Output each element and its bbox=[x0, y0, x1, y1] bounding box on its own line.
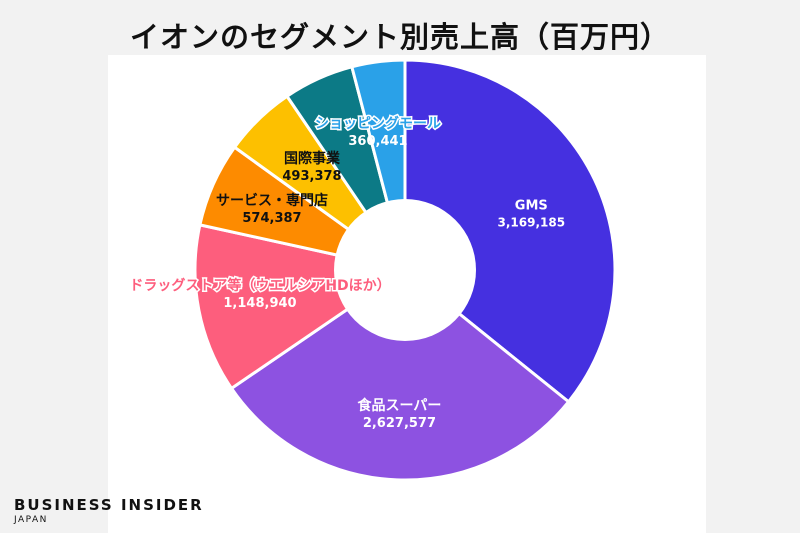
slice-value-label: 2,627,577 bbox=[363, 416, 436, 431]
slice-value-label: 574,387 bbox=[242, 211, 301, 226]
slice-label: サービス・専門店 bbox=[216, 192, 328, 209]
slice-label: 食品スーパー bbox=[357, 397, 441, 414]
brand-name: BUSINESS INSIDER bbox=[14, 496, 204, 514]
slice-value-label: 360,441 bbox=[348, 134, 407, 149]
brand-logo: BUSINESS INSIDER JAPAN bbox=[14, 496, 204, 525]
slice-value-label: 3,169,185 bbox=[497, 216, 565, 230]
slice-label: ショッピングモール bbox=[315, 115, 441, 132]
slice-label: ドラッグストア等（ウエルシアHDほか） bbox=[129, 277, 390, 294]
pie-slice bbox=[403, 58, 617, 404]
slice-value-label: 493,378 bbox=[282, 169, 341, 184]
slice-value-label: 1,148,940 bbox=[223, 296, 296, 311]
pie-slice bbox=[229, 268, 571, 482]
page-title: イオンのセグメント別売上高（百万円） bbox=[129, 20, 670, 54]
donut-hole bbox=[334, 199, 476, 341]
slice-label: 国際事業 bbox=[284, 150, 341, 167]
brand-region: JAPAN bbox=[14, 515, 48, 525]
slice-label: GMS bbox=[515, 199, 548, 214]
